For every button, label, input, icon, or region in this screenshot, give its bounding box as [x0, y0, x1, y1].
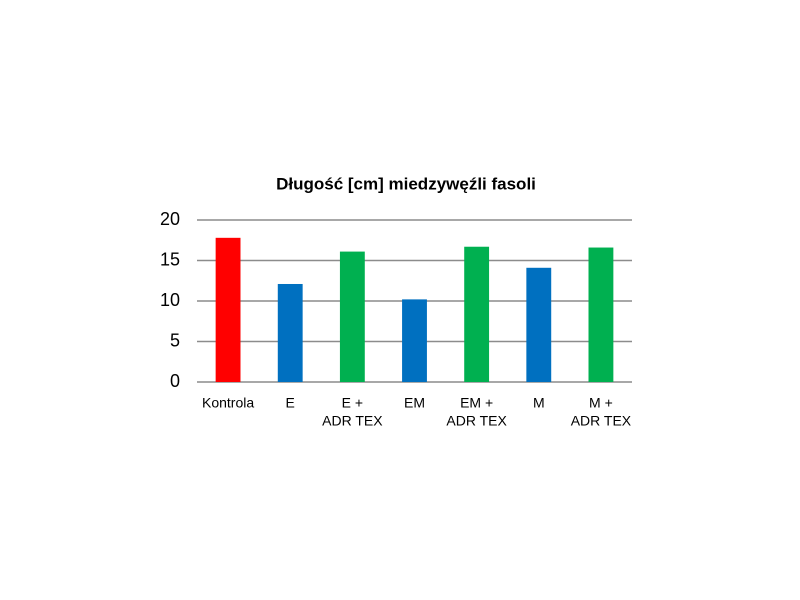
x-tick-label: M +	[589, 395, 613, 411]
bar	[277, 283, 303, 382]
x-tick-label: EM	[404, 395, 425, 411]
x-tick-label: E +	[342, 395, 363, 411]
bar	[215, 237, 241, 382]
y-tick-label: 20	[160, 209, 180, 229]
bar	[588, 247, 614, 382]
bar	[526, 267, 552, 382]
x-tick-label: E	[286, 395, 295, 411]
bar	[402, 299, 427, 382]
y-tick-label: 0	[170, 371, 180, 391]
x-tick-label: Kontrola	[202, 395, 254, 411]
x-tick-label: ADR TEX	[446, 413, 507, 429]
x-tick-label: EM +	[460, 395, 493, 411]
y-tick-label: 5	[170, 330, 180, 350]
bar	[464, 246, 490, 382]
y-tick-label: 15	[160, 249, 180, 269]
bar	[339, 251, 365, 382]
y-tick-label: 10	[160, 290, 180, 310]
x-tick-label: ADR TEX	[322, 413, 383, 429]
x-tick-label: ADR TEX	[571, 413, 632, 429]
x-tick-label: M	[533, 395, 545, 411]
chart-title: Długość [cm] miedzywęźli fasoli	[276, 174, 536, 193]
